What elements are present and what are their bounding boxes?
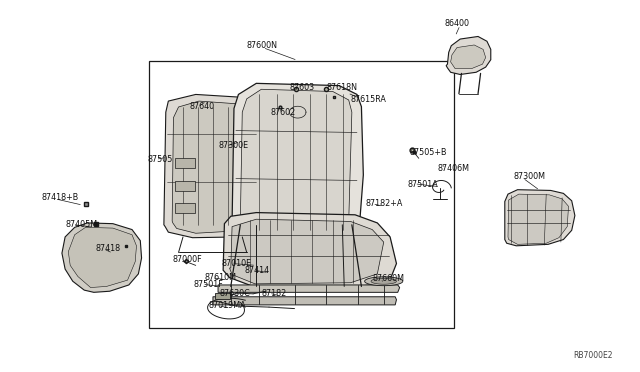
Polygon shape [508,194,568,244]
Bar [175,158,195,168]
Polygon shape [215,293,230,299]
Text: 87501F: 87501F [194,280,223,289]
Text: 87603: 87603 [289,83,314,92]
Polygon shape [241,89,352,235]
Polygon shape [505,190,575,246]
Polygon shape [213,297,396,305]
Polygon shape [218,285,399,292]
Text: 87505: 87505 [148,155,173,164]
Polygon shape [365,277,403,286]
Polygon shape [231,83,364,237]
Text: 87418: 87418 [96,244,121,253]
Text: 87505+B: 87505+B [409,148,447,157]
Text: 87600N: 87600N [246,41,278,50]
Polygon shape [230,219,384,284]
Polygon shape [371,278,396,284]
Text: RB7000E2: RB7000E2 [573,351,613,360]
Text: 87300E: 87300E [218,141,248,150]
Text: 87630C: 87630C [220,289,250,298]
Text: 87182: 87182 [261,289,287,298]
Bar [175,203,195,213]
Polygon shape [172,101,251,233]
Polygon shape [62,223,141,292]
Text: 87010E: 87010E [221,259,252,268]
Text: 87000F: 87000F [172,255,202,264]
Text: 87501A: 87501A [408,180,438,189]
Polygon shape [446,36,491,74]
Text: 86400: 86400 [444,19,469,28]
Text: 87418+B: 87418+B [42,193,79,202]
Text: 87640: 87640 [189,102,214,111]
Text: 87300M: 87300M [513,171,545,180]
Polygon shape [164,94,258,238]
Text: 87610M: 87610M [204,273,236,282]
Text: 87406M: 87406M [438,164,470,173]
Polygon shape [451,45,486,68]
Text: 87660M: 87660M [372,274,404,283]
Text: 87019MA: 87019MA [209,301,246,311]
Polygon shape [68,227,136,288]
Bar [175,181,195,191]
Text: 87182+A: 87182+A [366,199,403,208]
Bar [149,61,454,328]
Text: 87618N: 87618N [326,83,357,92]
Text: 87405M: 87405M [65,220,97,229]
Text: 87414: 87414 [245,266,270,275]
Polygon shape [223,212,396,288]
Text: 87615RA: 87615RA [351,95,387,104]
Text: 87602: 87602 [270,108,296,117]
